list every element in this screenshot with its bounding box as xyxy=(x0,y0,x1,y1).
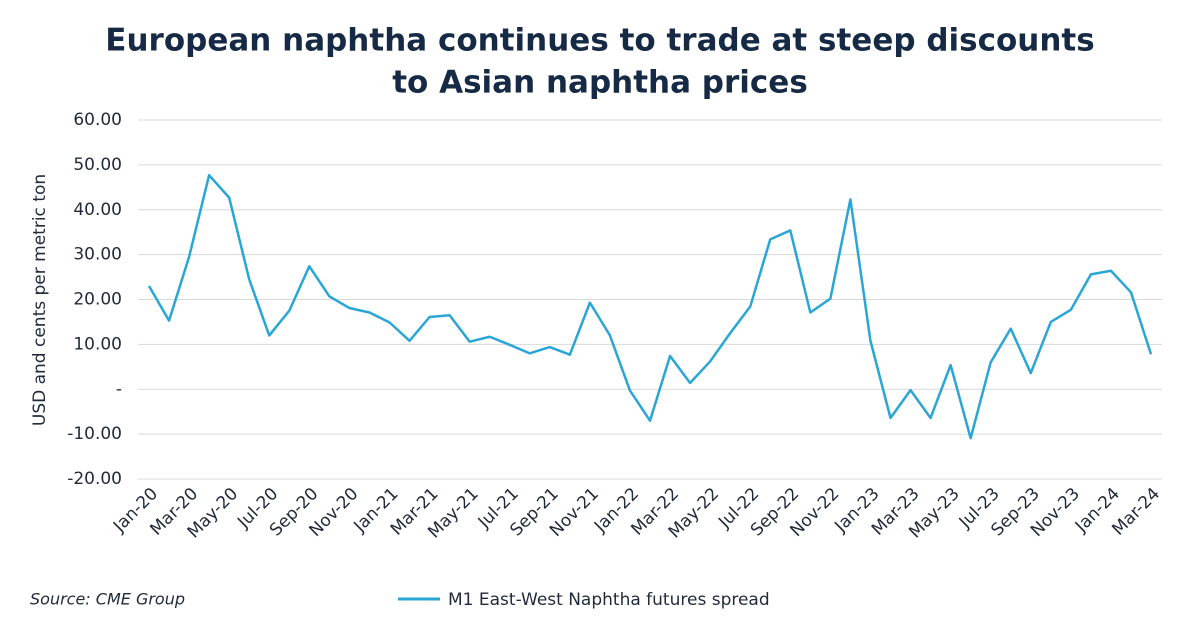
y-tick-label: 30.00 xyxy=(73,245,122,265)
y-tick-label: -10.00 xyxy=(67,424,122,444)
data-line xyxy=(147,173,1153,440)
y-tick-label: 20.00 xyxy=(73,290,122,310)
y-tick-label: 10.00 xyxy=(73,334,122,354)
chart-title: to Asian naphtha prices xyxy=(392,65,808,101)
y-tick-label: - xyxy=(116,379,122,399)
y-axis-label: USD and cents per metric ton xyxy=(30,174,50,426)
y-tick-label: 60.00 xyxy=(73,110,122,130)
legend-label: M1 East-West Naphtha futures spread xyxy=(448,590,770,610)
y-tick-label: 40.00 xyxy=(73,200,122,220)
y-tick-label: -20.00 xyxy=(67,469,122,489)
y-tick-label: 50.00 xyxy=(73,155,122,175)
chart-title: European naphtha continues to trade at s… xyxy=(105,23,1094,59)
source: Source: CME Group xyxy=(30,590,185,609)
